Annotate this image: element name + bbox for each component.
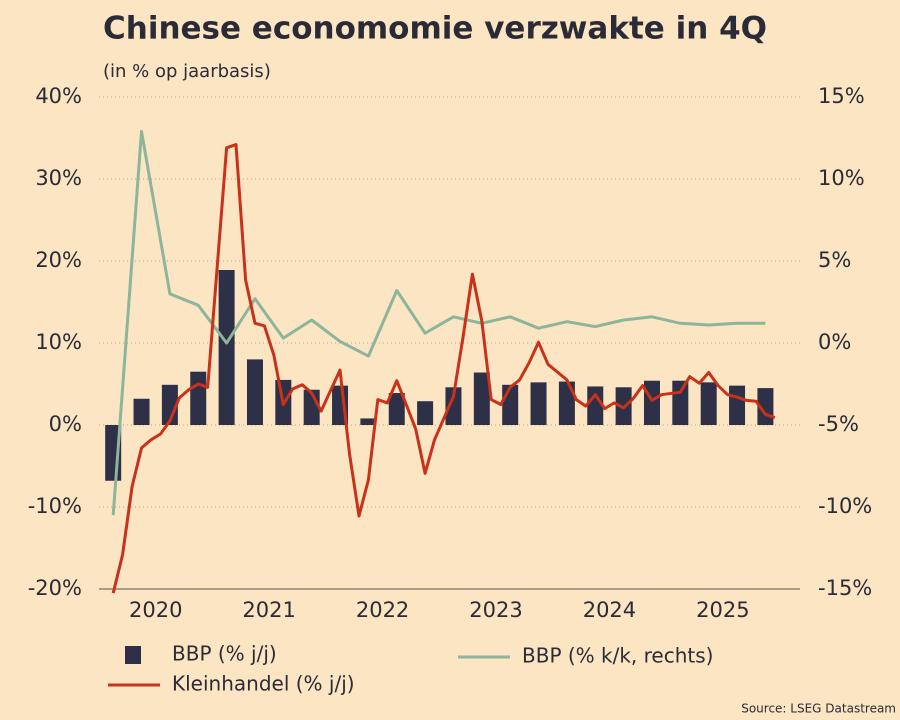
y-tick-label: 20%: [35, 248, 82, 272]
y2-tick-label: 0%: [818, 330, 851, 354]
bar: [417, 401, 434, 425]
bar: [246, 359, 263, 425]
line: [111, 143, 776, 594]
y2-tick-label: -10%: [818, 494, 872, 518]
bar: [218, 270, 235, 425]
y-tick-label: 40%: [35, 84, 82, 108]
source: Source: LSEG Datastream: [741, 702, 896, 716]
x-tick-label: 2025: [696, 598, 749, 622]
y2-tick-label: 5%: [818, 248, 851, 272]
bar: [388, 393, 405, 425]
bar: [190, 371, 207, 425]
y2-tick-label: 10%: [818, 166, 865, 190]
bar: [558, 381, 575, 425]
y2-tick-label: 15%: [818, 84, 865, 108]
legend-label: BBP (% k/k, rechts): [522, 644, 713, 668]
x-tick-label: 2021: [242, 598, 295, 622]
line: [111, 129, 766, 516]
x-tick-label: 2023: [469, 598, 522, 622]
x-tick-label: 2020: [129, 598, 182, 622]
bar: [473, 372, 490, 425]
chart-title: Chinese economomie verzwakte in 4Q: [103, 11, 767, 47]
legend-label: BBP (% j/j): [172, 642, 277, 666]
bar: [587, 386, 604, 425]
bar: [729, 385, 746, 425]
bar: [360, 418, 377, 425]
y-tick-label: 30%: [35, 166, 82, 190]
y-tick-label: -10%: [28, 494, 82, 518]
bar: [502, 384, 519, 425]
bar: [700, 382, 717, 425]
y-tick-label: -20%: [28, 576, 82, 600]
y-tick-label: 10%: [35, 330, 82, 354]
bar: [133, 398, 150, 425]
legend-label: Kleinhandel (% j/j): [172, 672, 355, 696]
x-tick-label: 2022: [356, 598, 409, 622]
y2-tick-label: -15%: [818, 576, 872, 600]
y-tick-label: 0%: [49, 412, 82, 436]
bar: [445, 387, 462, 425]
bar: [643, 380, 660, 425]
bar: [672, 380, 689, 425]
chart-subtitle: (in % op jaarbasis): [103, 61, 271, 82]
x-tick-label: 2024: [583, 598, 636, 622]
y2-tick-label: -5%: [818, 412, 859, 436]
legend-swatch: [125, 646, 141, 664]
bar: [530, 382, 547, 425]
